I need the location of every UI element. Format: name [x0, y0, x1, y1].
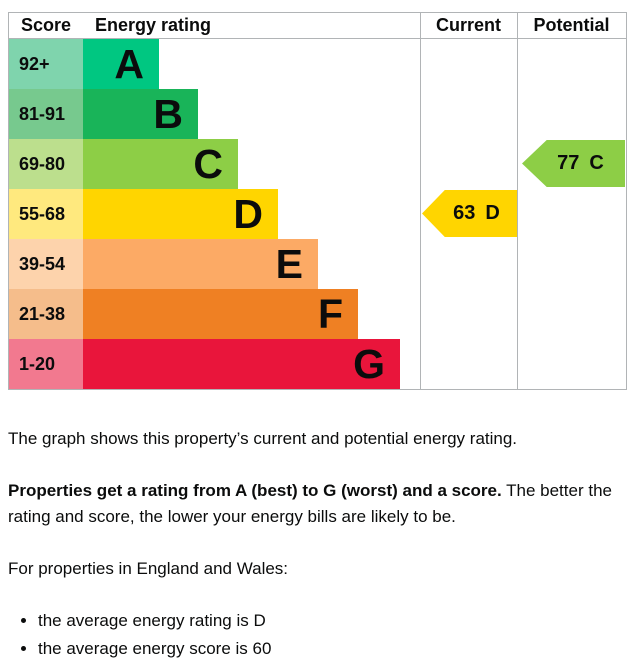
band-bar-g: G [83, 339, 400, 389]
energy-rating-chart: Score Energy rating Current Potential 92… [8, 12, 627, 390]
energy-rating-column-header: Energy rating [95, 15, 212, 35]
band-score-cell: 81-91 [9, 89, 83, 139]
band-row-d: 55-68 D [9, 189, 626, 239]
band-score-cell: 69-80 [9, 139, 83, 189]
average-stats-list: the average energy rating is D the avera… [8, 608, 623, 662]
band-row-f: 21-38 F [9, 289, 626, 339]
chart-description-section: The graph shows this property’s current … [8, 426, 627, 662]
potential-rating-letter: C [589, 152, 604, 174]
score-column-header: Score [20, 15, 72, 35]
band-row-g: 1-20 G [9, 339, 626, 389]
potential-column-header: Potential [533, 15, 610, 35]
band-row-a: 92+ A [9, 39, 626, 89]
band-score-cell: 92+ [9, 39, 83, 89]
current-column-divider [420, 13, 421, 389]
band-bar-c: C [83, 139, 238, 189]
potential-column-divider [517, 13, 518, 389]
band-row-b: 81-91 B [9, 89, 626, 139]
band-bar-d: D [83, 189, 278, 239]
band-bar-b: B [83, 89, 198, 139]
rating-explanation: Properties get a rating from A (best) to… [8, 478, 623, 530]
band-score-cell: 55-68 [9, 189, 83, 239]
band-score-cell: 1-20 [9, 339, 83, 389]
current-score-value: 63 [453, 202, 476, 224]
rating-explanation-bold: Properties get a rating from A (best) to… [8, 481, 502, 500]
band-row-e: 39-54 E [9, 239, 626, 289]
current-rating-arrow: 63 D [422, 190, 517, 237]
chart-header-row: Score Energy rating Current Potential [9, 13, 626, 39]
chart-description: The graph shows this property’s current … [8, 429, 518, 448]
potential-rating-arrow: 77 C [522, 140, 625, 187]
band-score-cell: 21-38 [9, 289, 83, 339]
band-row-c: 69-80 C [9, 139, 626, 189]
region-heading: For properties in England and Wales: [8, 559, 289, 578]
potential-score-value: 77 [557, 152, 580, 174]
band-bar-e: E [83, 239, 318, 289]
average-score-item: the average energy score is 60 [38, 636, 623, 662]
current-rating-letter: D [485, 202, 500, 224]
band-score-cell: 39-54 [9, 239, 83, 289]
band-bar-f: F [83, 289, 358, 339]
rating-explanation-rest: The better the rating and score, the low… [8, 481, 612, 526]
band-bar-a: A [83, 39, 159, 89]
current-column-header: Current [435, 15, 501, 35]
average-rating-item: the average energy rating is D [38, 608, 623, 634]
